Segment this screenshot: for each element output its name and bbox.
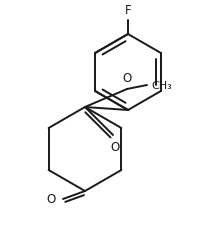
Text: CH₃: CH₃ [151, 81, 172, 91]
Text: O: O [122, 72, 132, 85]
Text: F: F [125, 4, 131, 17]
Text: O: O [110, 140, 120, 153]
Text: O: O [47, 193, 56, 206]
